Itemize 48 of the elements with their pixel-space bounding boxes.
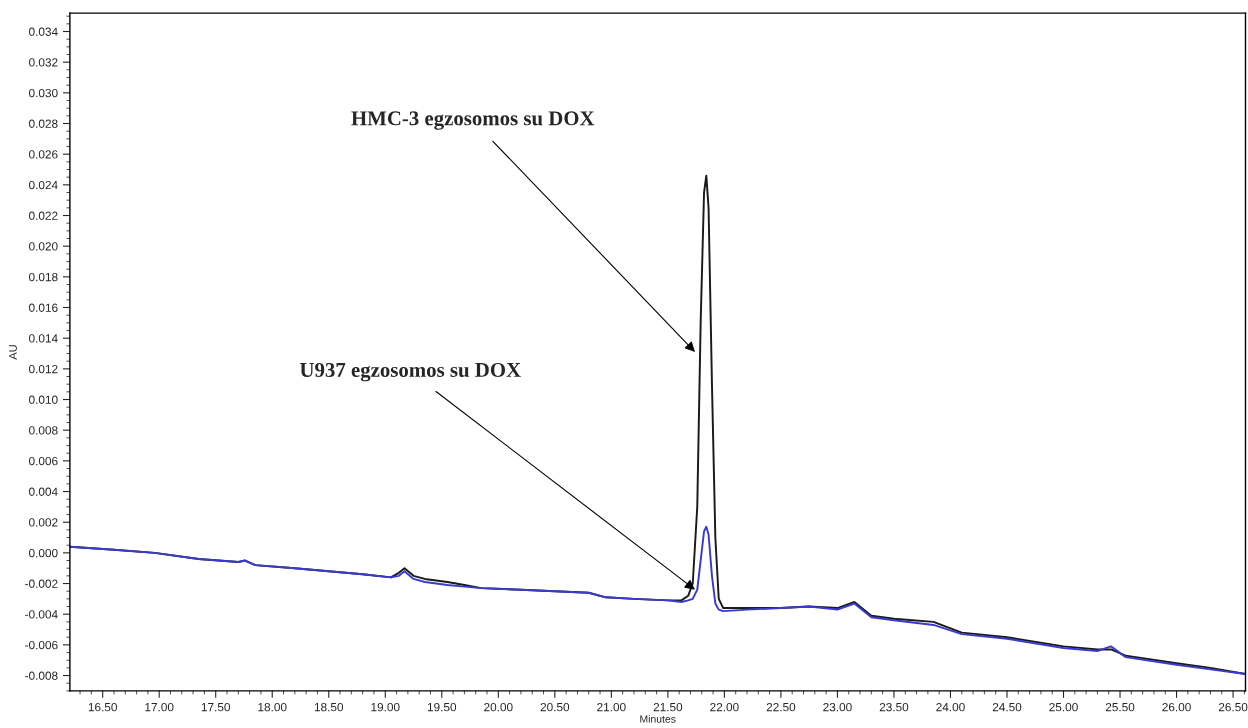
x-tick-label: 25.50 <box>1105 702 1135 712</box>
x-tick-label: 26.50 <box>1218 702 1248 712</box>
x-tick-label: 17.50 <box>201 702 231 712</box>
y-tick-label: 0.032 <box>29 58 58 67</box>
y-tick-label: 0.014 <box>29 334 58 343</box>
x-tick-label: 17.00 <box>145 702 174 712</box>
y-tick-label: -0.006 <box>25 640 58 650</box>
line-series <box>69 525 1246 675</box>
annotation: U937 egzosomos su DOX <box>299 362 521 382</box>
x-tick-label: 20.00 <box>484 702 513 712</box>
y-tick-label: 0.034 <box>29 27 58 36</box>
y-axis-title: AU <box>9 345 17 360</box>
y-tick-label: 0.018 <box>29 272 58 282</box>
y-tick-label: 0.024 <box>29 180 58 190</box>
y-tick-label: 0.006 <box>29 456 58 466</box>
y-tick-label: -0.002 <box>25 579 58 588</box>
y-tick-label: 0.004 <box>29 487 58 496</box>
y-tick-label: 0.028 <box>29 119 58 128</box>
y-tick-label: 0.000 <box>29 548 58 558</box>
y-tick-label: 0.002 <box>29 518 58 527</box>
x-tick-label: 25.00 <box>1049 702 1078 712</box>
x-tick-label: 19.00 <box>371 702 400 712</box>
x-tick-label: 21.50 <box>653 702 683 712</box>
y-tick-label: 0.010 <box>29 395 58 404</box>
x-axis-title: Minutes <box>640 715 676 723</box>
x-tick-label: 18.00 <box>258 702 287 712</box>
y-tick-label: 0.030 <box>29 88 58 98</box>
y-tick-label: 0.016 <box>29 303 58 312</box>
y-tick-label: 0.026 <box>29 150 58 159</box>
x-tick-label: 23.00 <box>823 702 852 712</box>
y-tick-label: 0.022 <box>29 211 58 220</box>
y-tick-label: -0.008 <box>25 671 58 680</box>
x-tick-label: 22.00 <box>710 702 739 712</box>
y-tick-label: -0.004 <box>25 610 58 619</box>
x-tick-label: 19.50 <box>427 702 457 712</box>
x-tick-label: 24.50 <box>992 702 1022 712</box>
x-tick-label: 24.00 <box>936 702 965 712</box>
x-tick-label: 18.50 <box>314 702 344 712</box>
x-tick-label: 22.50 <box>766 702 796 712</box>
annotation: HMC-3 egzosomos su DOX <box>351 111 595 130</box>
y-tick-label: 0.012 <box>29 364 58 374</box>
x-tick-label: 16.50 <box>88 702 117 712</box>
y-tick-label: 0.008 <box>29 426 58 435</box>
x-tick-label: 21.00 <box>597 702 626 712</box>
y-tick-label: 0.020 <box>29 242 58 251</box>
x-tick-label: 23.50 <box>879 702 909 712</box>
x-tick-label: 20.50 <box>540 702 570 712</box>
x-tick-label: 26.00 <box>1162 702 1191 712</box>
